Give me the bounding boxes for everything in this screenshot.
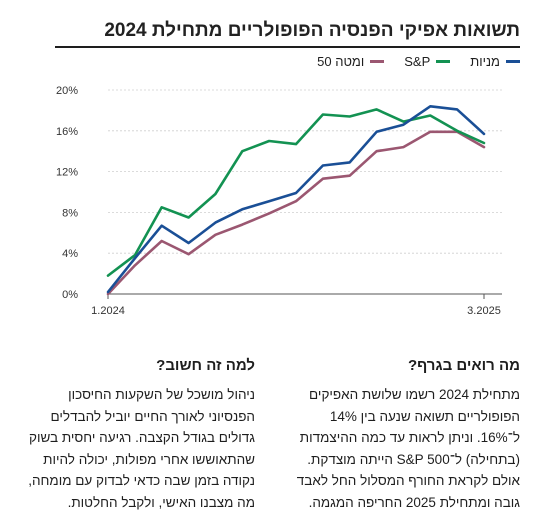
y-tick-label: 12% — [56, 167, 78, 179]
y-tick-label: 16% — [56, 126, 78, 138]
what-we-see-heading: מה רואים בגרף? — [407, 357, 520, 374]
legend-item: 50 ומטה — [317, 53, 385, 69]
legend-label: S&P — [404, 53, 431, 69]
title-divider — [55, 46, 520, 48]
legend-swatch — [370, 59, 385, 63]
legend-label: 50 ומטה — [317, 53, 365, 69]
why-important-line: מה מצבנו האישי, ולקבל החלטות. — [67, 494, 255, 510]
legend-swatch — [436, 59, 451, 63]
chart-legend: מניות S&P 50 ומטה — [317, 52, 520, 70]
why-important-line: הפנסיוני לאורך החיים יוביל להבדלים — [50, 408, 255, 424]
y-tick-label: 8% — [62, 207, 78, 219]
why-important-line: ניהול מושכל של השקעות החיסכון — [68, 387, 255, 402]
what-we-see-line: (בתחילה) ל־S&P 500 הייתה מוצדקת. — [307, 451, 520, 467]
why-important-heading: למה זה חשוב? — [156, 357, 255, 374]
y-tick-label: 20% — [56, 85, 78, 97]
y-tick-label: 0% — [62, 289, 78, 301]
what-we-see-line: אולם לקראת החורף המסלול החל לאבד — [296, 473, 520, 488]
legend-item: S&P — [404, 53, 451, 69]
x-tick-label: 1.2024 — [91, 305, 125, 317]
what-we-see-line: ל־16%. וניתן לראות עד כמה ההיצמדות — [299, 430, 520, 445]
series-line — [106, 130, 486, 296]
series-line — [106, 108, 486, 277]
legend-swatch — [506, 59, 520, 63]
legend-item: מניות — [470, 54, 520, 69]
chart-title: תשואות אפיקי הפנסיה הפופולריים מתחילת 20… — [104, 20, 520, 41]
y-tick-label: 4% — [62, 248, 78, 260]
line-chart: 0% 4% 8% 12% 16% 20% 1.2024 3.2025 — [56, 85, 502, 317]
what-we-see-line: הפופולריים תשואה שנעה בין 14% — [329, 408, 520, 424]
what-we-see-line: גובה ומתחילת 2025 החריפה המגמה. — [308, 494, 520, 510]
legend-label: מניות — [470, 53, 500, 69]
what-we-see-line: מתחילת 2024 רשמו שלושת האפיקים — [309, 387, 520, 402]
why-important-line: שהתאוששו אחרי מפולות, יכולה להיות — [43, 451, 255, 467]
what-we-see-text: מתחילת 2024 רשמו שלושת האפיקים הפופולריי… — [275, 384, 520, 513]
why-important-line: גדולים בגודל הקצבה. רגיעה יחסית בשוק — [28, 430, 255, 445]
why-important-line: נקודה בזמן שבה כדאי לבדוק עם מומחה, — [28, 473, 255, 488]
why-important-text: ניהול מושכל של השקעות החיסכון הפנסיוני ל… — [15, 384, 255, 513]
series-line — [106, 105, 486, 294]
x-tick-label: 3.2025 — [467, 305, 501, 317]
